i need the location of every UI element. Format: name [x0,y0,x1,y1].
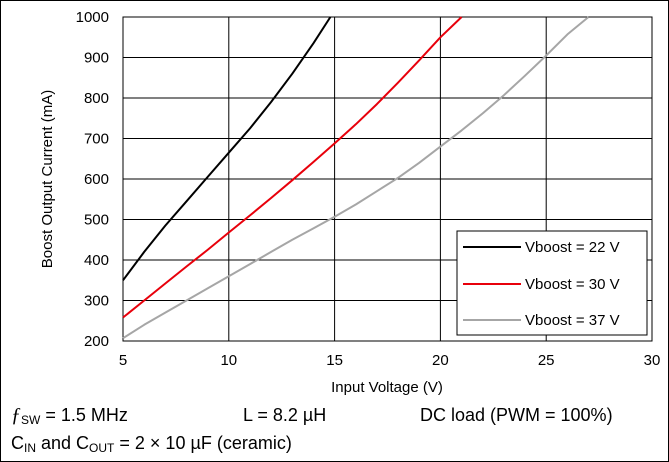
x-tick-labels: 5 10 15 20 25 30 [119,352,661,369]
x-tick-label: 30 [644,352,661,369]
y-tick-label: 200 [84,333,109,350]
cap-c-in: C [11,433,24,453]
load-note: DC load (PWM = 100%) [420,405,613,425]
y-tick-label: 1000 [76,9,109,26]
cap-out-subscript: OUT [89,441,115,455]
y-tick-labels: 200 300 400 500 600 700 800 900 1000 [76,9,109,350]
grid [122,16,653,342]
legend-label-37v: Vboost = 37 V [525,312,620,329]
series-line-vboost-30v [122,16,463,319]
frequency-value: = 1.5 MHz [40,405,128,425]
y-tick-label: 900 [84,50,109,67]
y-tick-label: 300 [84,293,109,310]
series-layer [122,16,590,340]
capacitor-note: CIN and COUT = 2 × 10 µF (ceramic) [11,433,292,455]
chart: 5 10 15 20 25 30 200 300 400 500 600 700 800 900 1000… [39,9,661,396]
y-axis-title: Boost Output Current (mA) [39,90,56,268]
cap-value: = 2 × 10 µF (ceramic) [114,433,292,453]
frequency-symbol: ƒ [11,404,21,426]
cap-in-subscript: IN [24,441,36,455]
switching-frequency-note: ƒSW = 1.5 MHz [11,404,128,427]
legend-label-30v: Vboost = 30 V [525,276,620,293]
series-line-vboost-37v [122,16,590,340]
series-line-vboost-22v [122,16,332,281]
x-tick-label: 5 [119,352,127,369]
x-axis-title: Input Voltage (V) [331,379,443,396]
x-tick-label: 20 [432,352,449,369]
x-tick-label: 15 [326,352,343,369]
x-tick-label: 10 [220,352,237,369]
y-tick-label: 800 [84,90,109,107]
y-tick-label: 600 [84,171,109,188]
y-tick-label: 400 [84,252,109,269]
x-tick-label: 25 [538,352,555,369]
cap-and-c-out: and C [36,433,90,453]
inductance-note: L = 8.2 µH [243,405,327,425]
legend-label-22v: Vboost = 22 V [525,239,620,256]
y-tick-label: 500 [84,212,109,229]
y-tick-label: 700 [84,131,109,148]
legend: Vboost = 22 V Vboost = 30 V Vboost = 37 … [456,230,648,336]
frequency-subscript: SW [21,413,41,427]
